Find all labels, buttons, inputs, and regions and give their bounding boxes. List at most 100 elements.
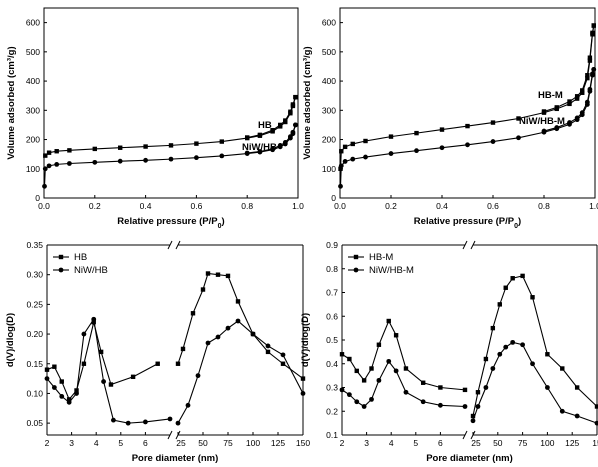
- data-point: [438, 402, 443, 408]
- data-point: [594, 420, 598, 426]
- desorption-point: [567, 120, 572, 125]
- adsorption-point: [490, 139, 496, 144]
- adsorption-point: [414, 130, 419, 136]
- series-hb-m: [339, 273, 598, 419]
- y-tick-label: 0.35: [26, 240, 43, 250]
- data-point: [376, 377, 382, 383]
- data-point: [386, 358, 392, 364]
- data-point: [574, 413, 580, 419]
- data-point: [225, 325, 231, 331]
- adsorption-point: [338, 166, 343, 171]
- data-point: [420, 399, 426, 405]
- data-point: [545, 352, 550, 357]
- adsorption-point: [168, 156, 174, 162]
- axis-break-mark: [462, 430, 468, 440]
- data-point: [143, 419, 148, 425]
- y-tick-label: 500: [322, 47, 336, 57]
- adsorption-point: [567, 101, 572, 107]
- x-tick-label: 25: [471, 438, 481, 448]
- x-tick-label: 75: [518, 438, 528, 448]
- desorption-point: [587, 55, 593, 60]
- data-point: [265, 349, 271, 355]
- data-point: [66, 397, 72, 402]
- psd-panel-0: 2 3 4 5 6 25 50 75 100 125 150 0.05 0.10 0.15 0.20 0.25…: [5, 240, 310, 464]
- legend-marker: [58, 267, 64, 273]
- desorption-point: [567, 99, 572, 104]
- data-point: [475, 404, 481, 409]
- adsorption-point: [42, 166, 48, 172]
- data-point: [560, 366, 565, 371]
- y-tick-label: 200: [26, 135, 40, 145]
- x-axis-label: Relative pressure (P/P0): [117, 216, 224, 230]
- data-point: [74, 391, 79, 396]
- data-point: [393, 333, 399, 338]
- y-tick-label: 300: [26, 105, 40, 115]
- y-tick-label: 500: [26, 47, 40, 57]
- data-point: [300, 376, 306, 381]
- adsorption-point: [339, 149, 344, 154]
- adsorption-point: [92, 146, 97, 152]
- adsorption-point: [342, 159, 348, 164]
- data-point: [101, 379, 106, 384]
- data-point: [369, 366, 374, 371]
- y-tick-label: 0.5: [326, 335, 338, 345]
- data-point: [438, 385, 443, 390]
- series-niw-hb-m: [339, 339, 598, 426]
- data-point: [520, 273, 525, 279]
- desorption-point: [290, 129, 296, 135]
- data-point: [393, 368, 399, 374]
- y-axis-label: Volume adsorbed (cm³/g): [302, 46, 313, 159]
- data-point: [250, 331, 256, 337]
- y-tick-label: 100: [26, 164, 40, 174]
- data-point: [98, 349, 104, 355]
- adsorption-point: [388, 134, 394, 139]
- desorption-point: [244, 150, 250, 156]
- series-niw-hb: [44, 316, 306, 426]
- desorption-point: [554, 105, 559, 110]
- adsorption-point: [46, 150, 52, 155]
- y-tick-label: 0.6: [326, 311, 338, 321]
- adsorption-point: [43, 153, 48, 158]
- data-point: [462, 387, 468, 393]
- x-tick-label: 2: [45, 438, 50, 448]
- desorption-point: [585, 73, 590, 78]
- x-tick-label: 125: [271, 438, 285, 448]
- axis-break-mark: [167, 240, 173, 250]
- x-tick-label: 50: [493, 438, 503, 448]
- adsorption-point: [465, 123, 470, 129]
- adsorption-point: [350, 141, 355, 147]
- desorption-point: [579, 110, 585, 116]
- x-tick-label: 0.4: [436, 201, 448, 211]
- data-point: [510, 276, 515, 281]
- desorption-point: [554, 125, 560, 130]
- data-point: [361, 404, 367, 409]
- data-point: [175, 361, 181, 366]
- desorption-point: [590, 71, 595, 77]
- adsorption-point: [338, 163, 344, 169]
- series-line-right: [177, 272, 304, 380]
- adsorption-point: [490, 120, 496, 125]
- y-tick-label: 0.2: [326, 406, 338, 416]
- x-axis-label: Pore diameter (nm): [132, 453, 219, 464]
- adsorption-point: [516, 116, 521, 121]
- adsorption-point: [117, 158, 123, 164]
- x-tick-label: 75: [223, 438, 233, 448]
- data-point: [470, 418, 476, 424]
- data-point: [520, 342, 525, 348]
- x-tick-label: 0.8: [241, 201, 253, 211]
- desorption-point: [282, 140, 288, 145]
- desorption-point: [293, 122, 298, 128]
- x-tick-label: 4: [94, 438, 99, 448]
- y-tick-label: 0.20: [26, 329, 43, 339]
- data-point: [66, 399, 72, 405]
- y-tick-label: 0.8: [326, 264, 338, 274]
- x-tick-label: 1.0: [292, 201, 304, 211]
- adsorption-point: [439, 127, 445, 132]
- adsorption-point: [414, 148, 419, 154]
- y-tick-label: 0.7: [326, 288, 338, 298]
- data-point: [354, 368, 359, 374]
- x-tick-label: 0.0: [38, 201, 50, 211]
- desorption-point: [587, 86, 593, 92]
- series-hb-m: [338, 23, 596, 171]
- desorption-point: [270, 146, 275, 152]
